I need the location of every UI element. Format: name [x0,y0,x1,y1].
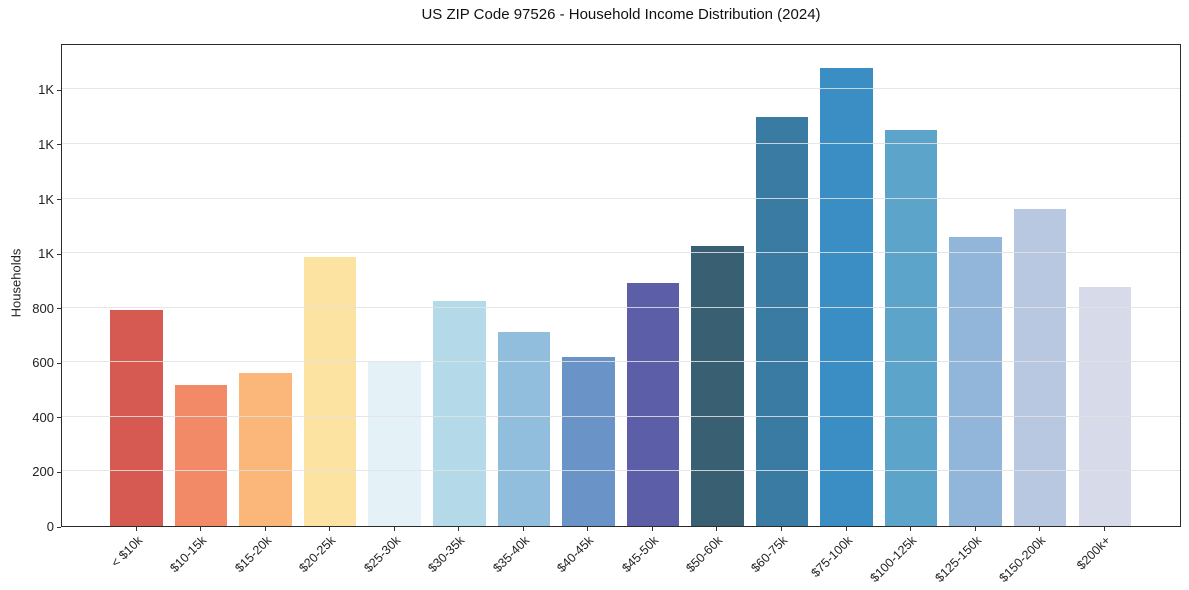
y-tick-label: 1K [38,136,54,152]
bar-$125-150k [949,236,1002,526]
x-tick-mark [974,527,976,531]
y-tick-label: 800 [32,300,54,316]
y-tick-mark [57,89,61,91]
x-tick-mark [522,527,524,531]
y-gridline [62,361,1180,363]
y-gridline [62,252,1180,254]
x-tick-mark [716,527,718,531]
chart-title: US ZIP Code 97526 - Household Income Dis… [421,6,821,23]
x-tick-mark [329,527,331,531]
plot-area [61,44,1181,527]
bar-$35-40k [497,332,551,526]
x-tick-mark [651,527,653,531]
bar-< $10k [110,310,163,526]
bar-$15-20k [239,373,292,526]
x-tick-mark [200,527,202,531]
y-tick-mark [57,417,61,419]
bar-$25-30k [368,360,421,526]
bar-$10-15k [174,385,228,526]
x-tick-mark [264,527,266,531]
bar-$200k+ [1078,287,1131,526]
bar-$45-50k [626,283,680,526]
y-tick-label: 400 [32,409,54,425]
y-tick-label: 1K [38,191,54,207]
y-tick-mark [57,471,61,473]
y-gridline [62,197,1180,199]
bar-$75-100k [820,67,873,526]
x-tick-label: < $10k [108,533,145,570]
y-gridline [62,306,1180,308]
x-tick-mark [393,527,395,531]
bar-$40-45k [562,356,615,526]
y-tick-mark [57,362,61,364]
bar-$50-60k [691,246,744,526]
x-tick-mark [781,527,782,531]
bar-$60-75k [755,116,809,526]
y-tick-label: 1K [38,246,54,262]
y-tick-label: 0 [46,519,54,534]
bar-$30-35k [433,300,486,526]
y-tick-mark [57,253,61,255]
x-tick-mark [910,527,912,531]
y-tick-label: 600 [32,355,54,371]
y-gridline [62,470,1180,472]
x-tick-mark [587,527,589,531]
y-gridline [62,415,1180,417]
y-gridline [62,142,1180,144]
y-tick-mark [57,199,61,201]
y-tick-mark [57,526,61,528]
x-tick-mark [1103,527,1105,531]
y-gridline [62,88,1180,90]
bar-$150-200k [1013,209,1067,526]
bar-$100-125k [884,130,938,526]
y-tick-label: 1K [38,82,54,98]
y-tick-mark [57,308,61,310]
bar-$20-25k [303,257,357,526]
y-tick-mark [57,144,61,146]
x-tick-mark [135,527,137,531]
y-tick-label: 200 [32,464,54,480]
x-tick-mark [458,527,460,531]
x-tick-mark [845,527,847,531]
x-tick-mark [1039,527,1041,531]
